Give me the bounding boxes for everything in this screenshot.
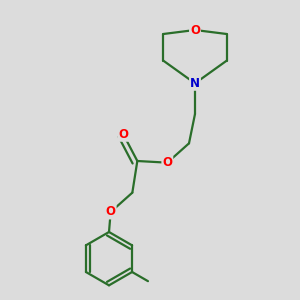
Text: N: N [190, 77, 200, 90]
Text: O: O [162, 156, 172, 169]
Text: O: O [118, 128, 128, 141]
Text: O: O [190, 23, 200, 37]
Text: O: O [106, 206, 116, 218]
